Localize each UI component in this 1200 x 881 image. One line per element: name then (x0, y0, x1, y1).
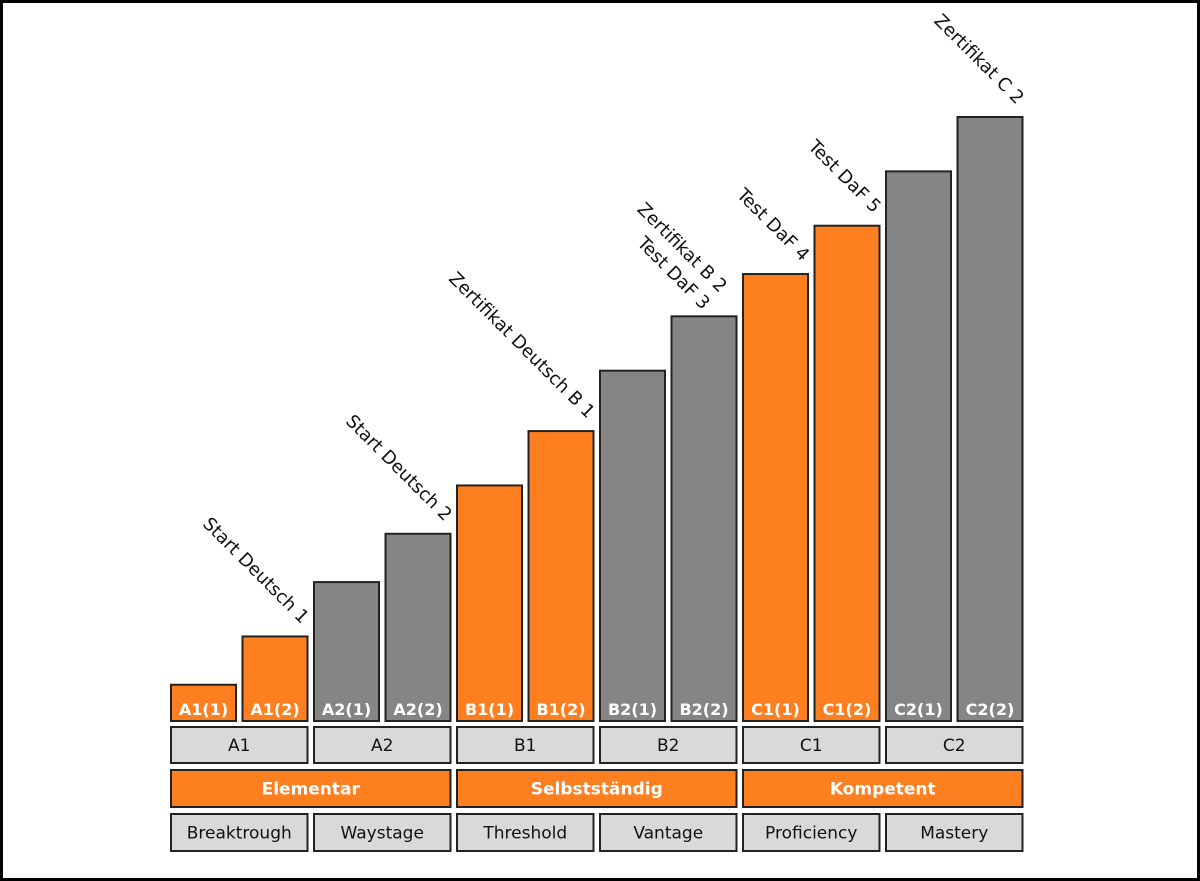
bar-b11 (456, 484, 523, 722)
bar-annotation: Start Deutsch 1 (198, 513, 313, 628)
bar-label: C2(1) (894, 700, 943, 719)
bar-c11 (742, 273, 809, 722)
bar-annotation: Start Deutsch 2 (341, 411, 456, 526)
level-label: A2 (371, 736, 393, 756)
group-box (170, 769, 452, 808)
bar-b22 (670, 315, 738, 722)
descriptor-box (885, 813, 1024, 852)
level-box (599, 726, 738, 764)
bar-label: A2(2) (393, 700, 442, 719)
bar-annotation: Test DaF 5 (803, 135, 885, 217)
group-label: Kompetent (830, 780, 936, 800)
bar-annotation: Zertifikat C 2 (930, 10, 1028, 108)
bar-label: B1(2) (536, 700, 585, 719)
bar-label: A2(1) (322, 700, 371, 719)
level-label: C1 (800, 736, 823, 756)
group-label: Elementar (262, 780, 361, 800)
level-label: B2 (657, 736, 679, 756)
level-box (313, 726, 452, 764)
descriptor-box (170, 813, 309, 852)
descriptor-box (456, 813, 595, 852)
bar-annotation: Zertifikat Deutsch B 1 (444, 268, 598, 422)
bar-label: B2(2) (679, 700, 728, 719)
bar-label: B1(1) (465, 700, 514, 719)
bar-annotation: Test DaF 4 (732, 184, 814, 266)
descriptor-label: Vantage (633, 824, 703, 844)
bar-c12 (813, 224, 881, 722)
descriptor-label: Waystage (341, 824, 424, 844)
group-box (456, 769, 738, 808)
bar-label: C2(2) (966, 700, 1015, 719)
bar-c21 (885, 170, 952, 723)
descriptor-label: Breaktrough (187, 824, 292, 844)
bar-b12 (527, 430, 595, 722)
bar-label: B2(1) (608, 700, 657, 719)
descriptor-label: Proficiency (765, 824, 857, 844)
bar-label: A1(2) (250, 700, 299, 719)
bar-a21 (313, 581, 380, 723)
group-label: Selbstständig (531, 780, 663, 800)
bar-a22 (384, 532, 452, 723)
bar-label: C1(2) (823, 700, 872, 719)
group-box (742, 769, 1024, 808)
bar-a11 (170, 683, 237, 723)
descriptor-label: Threshold (482, 824, 567, 844)
level-label: A1 (228, 736, 250, 756)
level-label: B1 (514, 736, 536, 756)
bar-label: C1(1) (751, 700, 800, 719)
bar-label: A1(1) (179, 700, 228, 719)
level-box (456, 726, 595, 764)
descriptor-box (742, 813, 881, 852)
bar-c22 (956, 116, 1024, 722)
bar-b21 (599, 369, 666, 722)
descriptor-label: Mastery (920, 824, 988, 844)
level-box (170, 726, 309, 764)
level-label: C2 (943, 736, 966, 756)
level-box (885, 726, 1024, 764)
bar-a12 (241, 635, 309, 722)
level-box (742, 726, 881, 764)
descriptor-box (313, 813, 452, 852)
descriptor-box (599, 813, 738, 852)
